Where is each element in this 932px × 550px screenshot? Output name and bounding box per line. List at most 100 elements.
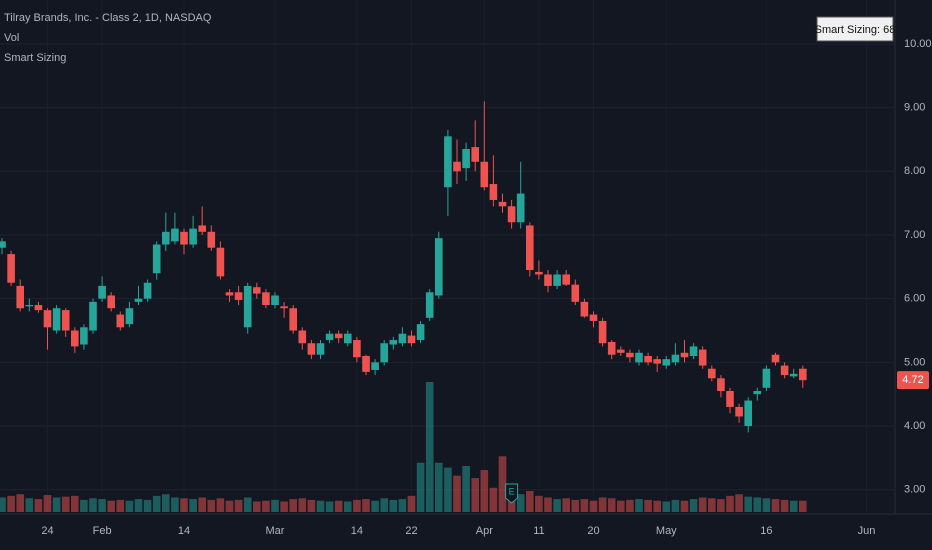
candle-body: [162, 231, 170, 245]
volume-bar: [271, 499, 279, 512]
x-tick-label: 22: [405, 525, 417, 537]
candle-body: [125, 308, 134, 325]
candle-body: [325, 333, 334, 341]
candle-body: [262, 292, 270, 306]
volume-bar: [253, 501, 261, 512]
earnings-marker-text: E: [509, 486, 515, 496]
volume-bar: [671, 499, 680, 512]
candle-body: [0, 241, 6, 248]
candle-body: [34, 305, 43, 311]
candle-body: [298, 330, 307, 344]
candle-body: [626, 352, 634, 358]
volume-bar: [435, 462, 443, 512]
volume-bar: [516, 494, 525, 512]
volume-bar: [462, 465, 470, 512]
volume-bar: [0, 497, 6, 512]
y-tick-label: 8.00: [904, 165, 925, 177]
volume-bar: [753, 497, 762, 512]
candle-body: [744, 400, 752, 427]
volume-bar: [735, 494, 743, 512]
volume-bar: [71, 495, 79, 512]
candle-body: [571, 284, 580, 302]
y-tick-label: 6.00: [904, 293, 925, 305]
x-tick-label: Mar: [266, 525, 285, 537]
candle-body: [189, 228, 197, 245]
candle-body: [726, 391, 734, 407]
x-tick-label: 11: [533, 525, 544, 537]
candle-body: [580, 301, 589, 317]
volume-bar: [316, 500, 325, 512]
volume-bar: [61, 496, 70, 512]
candle-body: [353, 340, 361, 358]
x-tick-label: Apr: [476, 525, 493, 537]
candle-body: [89, 301, 97, 331]
earnings-marker: [505, 483, 519, 504]
candle-body: [598, 320, 607, 344]
x-tick-label: 16: [760, 525, 772, 537]
volume-bar: [471, 478, 479, 512]
labels: 3.00 4.00 5.00 6.00 7.00 8.00 9.00 10.00 24 Feb 14…: [41, 38, 931, 537]
candle-body: [371, 362, 379, 370]
volume-bar: [107, 500, 115, 512]
volume-bar: [80, 499, 88, 512]
info-box-text: Smart Sizing: 68: [815, 24, 896, 36]
info-box: [816, 16, 894, 42]
volume-bar: [580, 499, 589, 512]
candle-body: [216, 247, 225, 277]
candle-body: [425, 292, 434, 318]
grid: [0, 43, 895, 491]
volume-bar: [635, 499, 643, 512]
candle-body: [762, 368, 771, 388]
candle-body: [553, 274, 561, 286]
volume-bar: [134, 499, 143, 512]
volume-bar: [98, 499, 106, 512]
candle-body: [489, 184, 498, 200]
volume-bar: [544, 497, 552, 512]
volume-bar: [398, 499, 407, 512]
candle-body: [362, 355, 370, 372]
volume-bar: [180, 498, 188, 512]
candle-body: [653, 359, 661, 364]
candle-body: [689, 346, 698, 356]
x-tick-label: 14: [178, 525, 190, 537]
volume-bar: [143, 499, 152, 512]
volume-bar: [689, 499, 698, 512]
candle-body: [416, 324, 425, 341]
volume-bar: [43, 495, 52, 512]
candle-body: [198, 225, 206, 232]
volume-bar: [362, 499, 370, 512]
volume-bar: [371, 500, 379, 512]
candle-body: [52, 308, 61, 331]
candle-body: [444, 136, 452, 188]
candle-body: [544, 274, 552, 286]
candle-body: [389, 340, 398, 345]
candle-body: [344, 333, 352, 344]
candle-body: [180, 231, 188, 245]
volume-bar: [489, 487, 498, 512]
candle-body: [516, 193, 525, 223]
volume-bar: [243, 497, 252, 512]
candle-body: [526, 225, 534, 271]
x-tick-label: 20: [587, 525, 599, 537]
x-tick-label: 24: [41, 525, 53, 537]
volume-bar: [225, 500, 234, 512]
volume-bar: [152, 495, 161, 512]
volume-bar: [353, 499, 361, 512]
candle-body: [480, 161, 489, 188]
candle-body: [253, 287, 261, 294]
volume-bar: [198, 497, 206, 512]
candle-body: [708, 368, 716, 379]
candle-body: [535, 271, 543, 275]
volume-bar: [617, 500, 625, 512]
volume-bar: [726, 495, 734, 512]
volume-bar: [216, 498, 225, 512]
indicator-label: Smart Sizing: [4, 52, 66, 64]
candle-body: [607, 341, 616, 355]
volume-bar: [607, 498, 616, 512]
volume-bar: [34, 499, 43, 512]
volume-bar: [698, 497, 707, 512]
volume-bar: [171, 497, 179, 512]
volume-bar: [480, 470, 489, 512]
candle-body: [717, 378, 725, 392]
